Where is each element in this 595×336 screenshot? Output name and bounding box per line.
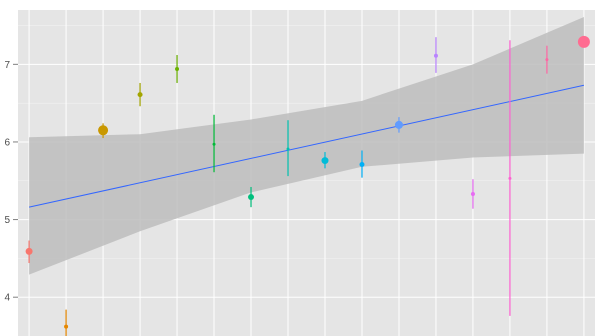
- data-point: [545, 45, 549, 74]
- data-point: [470, 179, 475, 209]
- point-marker: [577, 35, 590, 48]
- point-marker: [64, 324, 69, 329]
- data-point: [248, 186, 255, 208]
- point-marker: [321, 157, 329, 165]
- point-marker: [433, 53, 438, 58]
- point-marker: [545, 58, 549, 62]
- y-tick-label: 6: [4, 137, 10, 148]
- point-marker: [248, 194, 255, 201]
- data-point: [394, 117, 403, 133]
- data-point: [25, 240, 33, 264]
- trend-line: [28, 84, 585, 208]
- y-tick-label: 7: [4, 60, 10, 71]
- point-marker: [508, 176, 512, 180]
- point-marker: [98, 125, 109, 136]
- data-point: [64, 309, 69, 336]
- y-tick-label: 4: [4, 293, 10, 304]
- data-point: [212, 114, 216, 173]
- data-point: [286, 120, 290, 177]
- data-point: [433, 37, 438, 73]
- y-axis-ticks: 4 5 6 7: [4, 60, 18, 304]
- data-point: [98, 123, 109, 139]
- data-point: [137, 82, 143, 107]
- point-marker: [470, 191, 475, 196]
- y-tick-label: 5: [4, 215, 10, 226]
- data-point: [359, 150, 365, 178]
- data-point: [577, 35, 590, 48]
- point-marker: [286, 147, 290, 151]
- point-marker: [25, 247, 33, 255]
- data-point: [321, 152, 329, 169]
- point-marker: [137, 92, 143, 98]
- data-point: [175, 55, 180, 83]
- data-point: [508, 40, 512, 316]
- point-marker: [359, 161, 365, 167]
- trend-line-path: [28, 84, 585, 208]
- data-points: [25, 35, 590, 336]
- point-marker: [394, 120, 403, 129]
- point-marker: [175, 66, 180, 71]
- point-marker: [212, 142, 216, 146]
